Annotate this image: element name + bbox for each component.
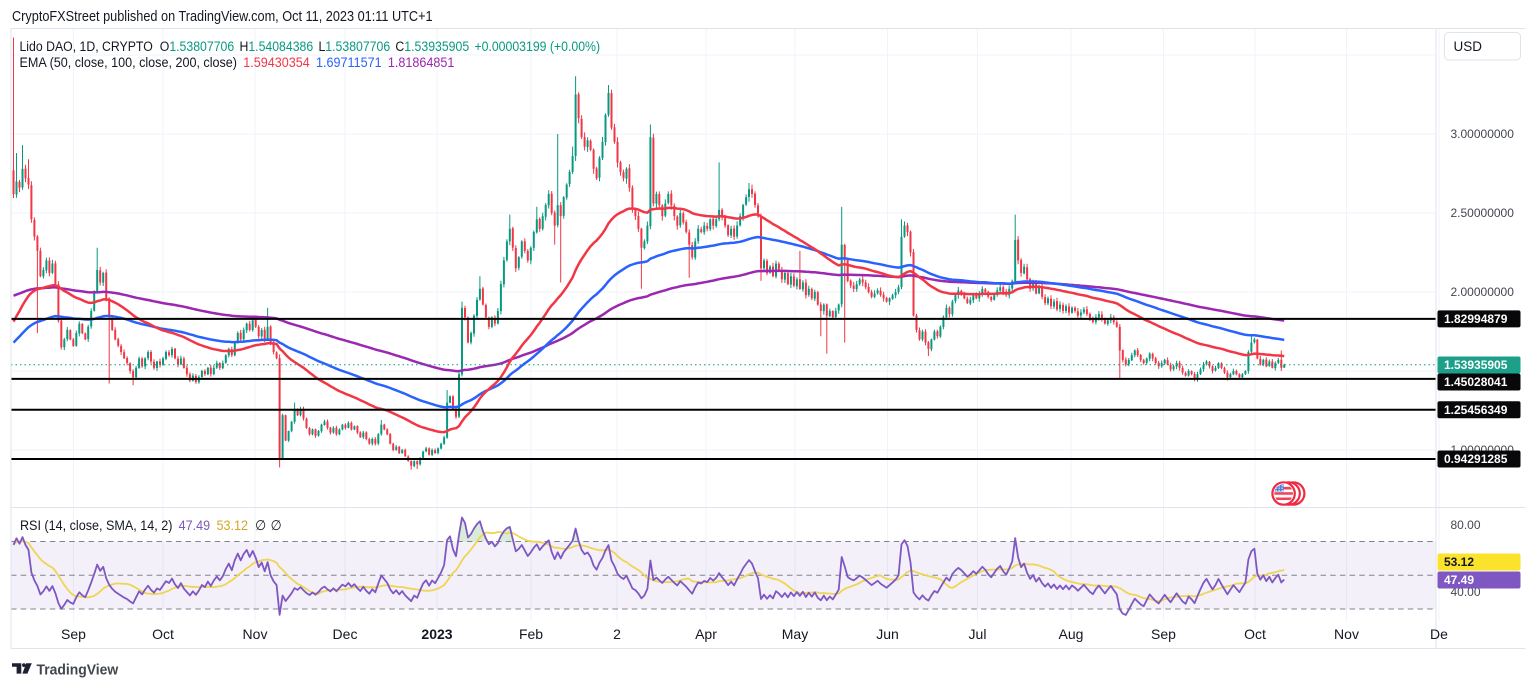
svg-text:2: 2: [613, 626, 621, 642]
svg-text:Sep: Sep: [1151, 626, 1176, 642]
svg-text:2.50000000: 2.50000000: [1451, 206, 1515, 220]
svg-text:Nov: Nov: [243, 626, 268, 642]
svg-text:Apr: Apr: [695, 626, 717, 642]
svg-text:Dec: Dec: [333, 626, 358, 642]
svg-text:Sep: Sep: [61, 626, 86, 642]
svg-text:0.94291285: 0.94291285: [1444, 452, 1508, 466]
svg-text:1.53935905: 1.53935905: [1444, 358, 1508, 372]
svg-text:3.00000000: 3.00000000: [1451, 127, 1515, 141]
svg-text:May: May: [782, 626, 808, 642]
svg-text:53.12: 53.12: [1444, 555, 1474, 569]
svg-text:1.25456349: 1.25456349: [1444, 403, 1508, 417]
svg-text:Feb: Feb: [519, 626, 543, 642]
svg-text:2.00000000: 2.00000000: [1451, 285, 1515, 299]
svg-text:RSI (14, close, SMA, 14, 2)47.: RSI (14, close, SMA, 14, 2) 47.49 53.12 ∅ ∅: [20, 517, 282, 533]
svg-text:Oct: Oct: [152, 626, 174, 642]
svg-text:Nov: Nov: [1334, 626, 1359, 642]
svg-text:80.00: 80.00: [1451, 518, 1481, 532]
svg-text:Jun: Jun: [876, 626, 899, 642]
svg-text:TradingView: TradingView: [36, 662, 119, 679]
svg-text:2023: 2023: [421, 626, 452, 642]
svg-text:USD: USD: [1454, 39, 1483, 54]
svg-text:40.00: 40.00: [1451, 585, 1481, 599]
svg-text:1.45028041: 1.45028041: [1444, 375, 1508, 389]
svg-text:47.49: 47.49: [1444, 573, 1474, 587]
svg-text:Aug: Aug: [1059, 626, 1084, 642]
svg-text:1.82994879: 1.82994879: [1444, 312, 1508, 326]
svg-text:De: De: [1430, 626, 1448, 642]
svg-text:Jul: Jul: [969, 626, 987, 642]
svg-text:CryptoFXStreet published on Tr: CryptoFXStreet published on TradingView.…: [12, 8, 433, 24]
svg-text:Oct: Oct: [1244, 626, 1266, 642]
svg-text:EMA (50, close, 100, close, 20: EMA (50, close, 100, close, 200, close) 1…: [20, 54, 455, 70]
